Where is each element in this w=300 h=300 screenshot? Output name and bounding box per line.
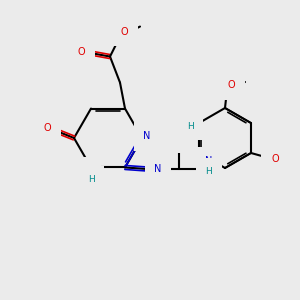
Text: H: H [188, 122, 194, 131]
Text: O: O [43, 123, 51, 133]
Text: O: O [120, 27, 128, 37]
Text: H: H [169, 135, 176, 144]
Text: O: O [271, 154, 279, 164]
Text: H: H [206, 167, 212, 176]
Text: H: H [88, 175, 95, 184]
Text: N: N [205, 156, 213, 167]
Text: N: N [84, 167, 92, 176]
Text: N: N [178, 128, 186, 137]
Text: O: O [227, 80, 235, 90]
Text: N: N [154, 164, 162, 174]
Text: N: N [143, 131, 151, 141]
Text: O: O [77, 46, 85, 57]
